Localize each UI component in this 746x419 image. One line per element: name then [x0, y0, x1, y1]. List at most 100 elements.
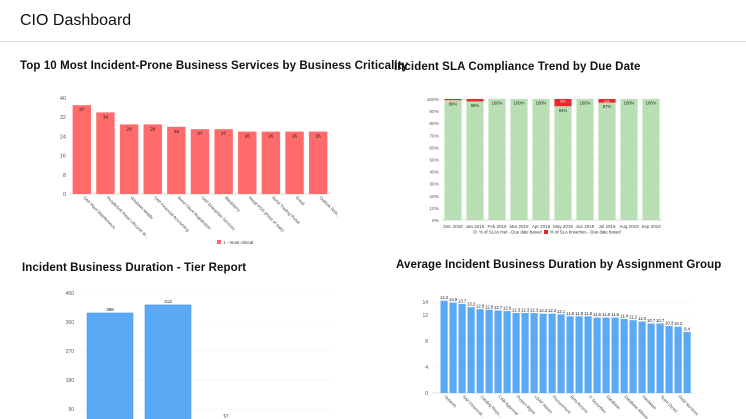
bar-value-label: 37	[79, 107, 85, 112]
bar-value-label: 10.2	[674, 321, 683, 326]
bar	[557, 314, 565, 393]
bar-value-label: 11.6	[602, 312, 611, 317]
y-tick-label: 450	[66, 291, 75, 297]
bar	[214, 129, 233, 194]
bar-value-label: 12.1	[557, 309, 566, 314]
bar-value-label: 34	[103, 114, 109, 119]
bar-value-label: 11.8	[566, 311, 575, 316]
bar-value-label: 26	[245, 134, 251, 139]
bar	[458, 303, 466, 393]
bar	[521, 313, 529, 393]
x-tick-label: Field Services	[677, 394, 699, 416]
legend-swatch	[217, 240, 221, 244]
y-tick-label: 0	[425, 391, 428, 397]
legend-label-breach: % of SLA breaches - Due date based	[550, 230, 621, 235]
x-tick-label: Hardware	[641, 394, 658, 411]
y-tick-label: 10%	[429, 206, 439, 212]
bar-value-label: 13.2	[467, 302, 476, 307]
bar	[584, 316, 592, 393]
bar	[86, 312, 134, 419]
bar-value-label: 11.8	[584, 311, 593, 316]
bar-value-label: 12.7	[494, 305, 503, 310]
bar-value-label: 12.2	[539, 308, 548, 313]
x-tick-label: Feb 2019	[487, 224, 507, 229]
bar	[261, 131, 281, 194]
bar-value-label: 97%	[603, 104, 612, 109]
bar	[548, 313, 556, 393]
y-tick-label: 30%	[429, 182, 439, 188]
bar-value-label: 12.3	[512, 308, 521, 313]
bar	[530, 313, 538, 393]
x-tick-label: Aug 2019	[619, 224, 639, 229]
y-tick-label: 70%	[429, 133, 439, 139]
bar-value-label: 12.6	[503, 306, 512, 311]
y-tick-label: 32	[60, 115, 66, 121]
breach-value-label: 6%	[560, 100, 566, 104]
x-tick-label: Apr 2019	[532, 224, 551, 229]
bar-value-label: 26	[268, 134, 274, 139]
bar-value-label: 27	[221, 131, 227, 136]
bar	[308, 131, 328, 194]
x-tick-label: Email	[295, 195, 306, 206]
bar	[611, 317, 619, 393]
sla-trend-chart: 0% 10% 20% 30% 40% 50% 60% 70% 80% 90% 100% 99% Dec …	[427, 97, 662, 235]
y-tick-label: 90%	[429, 109, 439, 115]
x-tick-label: Jan 2019	[466, 224, 485, 229]
y-tick-label: 80%	[429, 121, 439, 127]
legend-label-met: % of SLAs met - Due date based	[479, 230, 542, 235]
bar-value-label: 100%	[624, 101, 635, 106]
x-tick-label: Mar 2019	[509, 224, 529, 229]
bar-value-label: 100%	[514, 101, 525, 106]
bar	[143, 124, 162, 194]
bar	[167, 126, 186, 194]
bar	[485, 309, 493, 393]
panel-title-top-incident: Top 10 Most Incident-Prone Business Serv…	[20, 60, 409, 72]
bar-met	[444, 100, 462, 220]
bar-value-label: 28	[174, 129, 180, 134]
bar	[467, 307, 475, 393]
bar	[285, 131, 304, 194]
bar	[656, 323, 664, 393]
x-tick-label: Blackberry	[224, 195, 242, 213]
bar-value-label: 12.3	[521, 308, 530, 313]
bar	[683, 331, 691, 393]
y-tick-label: 40	[60, 96, 66, 102]
bar	[566, 316, 574, 393]
y-tick-label: 60%	[429, 145, 439, 151]
bar-value-label: 12.9	[476, 304, 485, 309]
bar-value-label: 12.8	[485, 304, 494, 309]
bar-value-label: 13.9	[449, 297, 458, 302]
bar-value-label: 57	[223, 414, 229, 419]
x-tick-label: Windows Mobile	[129, 195, 155, 221]
bar	[476, 309, 484, 393]
y-tick-label: 40%	[429, 170, 439, 176]
y-tick-label: 50%	[429, 158, 439, 164]
y-tick-label: 180	[66, 378, 75, 384]
bar-value-label: 27	[197, 131, 203, 136]
y-tick-label: 4	[425, 365, 428, 371]
bar-value-label: 26	[292, 134, 298, 139]
bar	[449, 302, 457, 393]
page-title: CIO Dashboard	[20, 12, 132, 29]
bar-breach	[598, 99, 616, 103]
bar-met	[576, 99, 594, 220]
y-tick-label: 270	[66, 349, 75, 355]
legend-swatch-breach	[544, 230, 548, 234]
bar-value-label: 12.2	[548, 308, 557, 313]
y-tick-label: 90	[68, 407, 74, 413]
bar	[144, 304, 192, 419]
y-tick-label: 16	[60, 154, 66, 160]
bar	[575, 316, 583, 393]
y-tick-label: 100%	[427, 97, 440, 103]
bar-value-label: 12.3	[530, 308, 539, 313]
bar	[494, 310, 502, 393]
bar-value-label: 10.7	[647, 318, 656, 323]
x-tick-label: IT Securities	[587, 394, 607, 414]
panel-title-tier-report: Incident Business Duration - Tier Report	[22, 262, 247, 274]
bar-breach	[444, 99, 462, 101]
bar	[602, 317, 610, 393]
x-tick-label: Database	[605, 394, 622, 411]
bar-value-label: 388	[106, 307, 114, 312]
